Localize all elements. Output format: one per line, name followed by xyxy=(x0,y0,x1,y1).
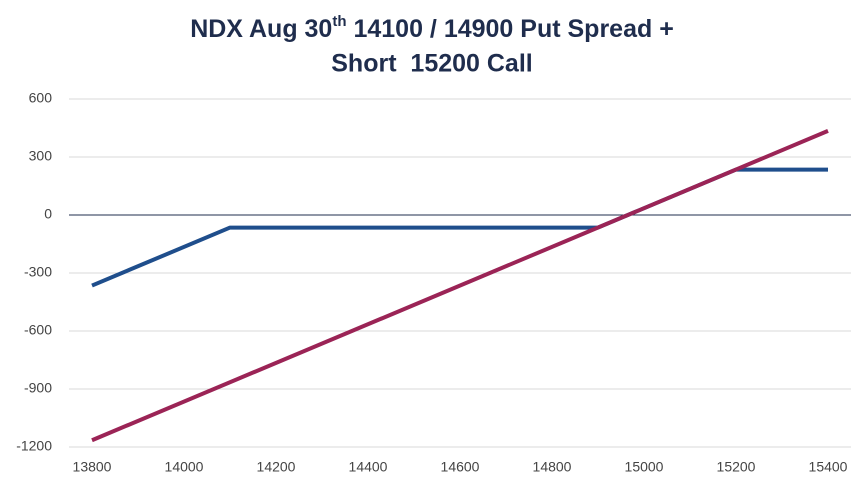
x-tick-label: 15400 xyxy=(809,459,848,475)
x-tick-label: 14400 xyxy=(349,459,388,475)
x-tick-label: 13800 xyxy=(73,459,112,475)
y-tick-label: -900 xyxy=(24,380,52,396)
y-tick-label: -600 xyxy=(24,322,52,338)
title-superscript: th xyxy=(332,13,346,30)
x-tick-label: 14800 xyxy=(533,459,572,475)
x-tick-label: 14000 xyxy=(165,459,204,475)
x-tick-label: 14200 xyxy=(257,459,296,475)
x-tick-label: 15200 xyxy=(717,459,756,475)
title-part: 14100 / 14900 Put Spread + xyxy=(347,15,674,43)
title-part: NDX Aug 30 xyxy=(190,15,332,43)
y-tick-label: -300 xyxy=(24,264,52,280)
x-tick-label: 15000 xyxy=(625,459,664,475)
y-tick-label: 300 xyxy=(29,148,53,164)
y-tick-label: -1200 xyxy=(16,438,52,454)
y-tick-label: 600 xyxy=(29,90,53,106)
x-tick-label: 14600 xyxy=(441,459,480,475)
chart-title: Short 15200 Call xyxy=(331,50,532,78)
chart-title: NDX Aug 30th 14100 / 14900 Put Spread + xyxy=(190,13,674,43)
y-tick-label: 0 xyxy=(44,206,52,222)
series-line xyxy=(91,129,829,443)
series-line xyxy=(91,167,828,288)
